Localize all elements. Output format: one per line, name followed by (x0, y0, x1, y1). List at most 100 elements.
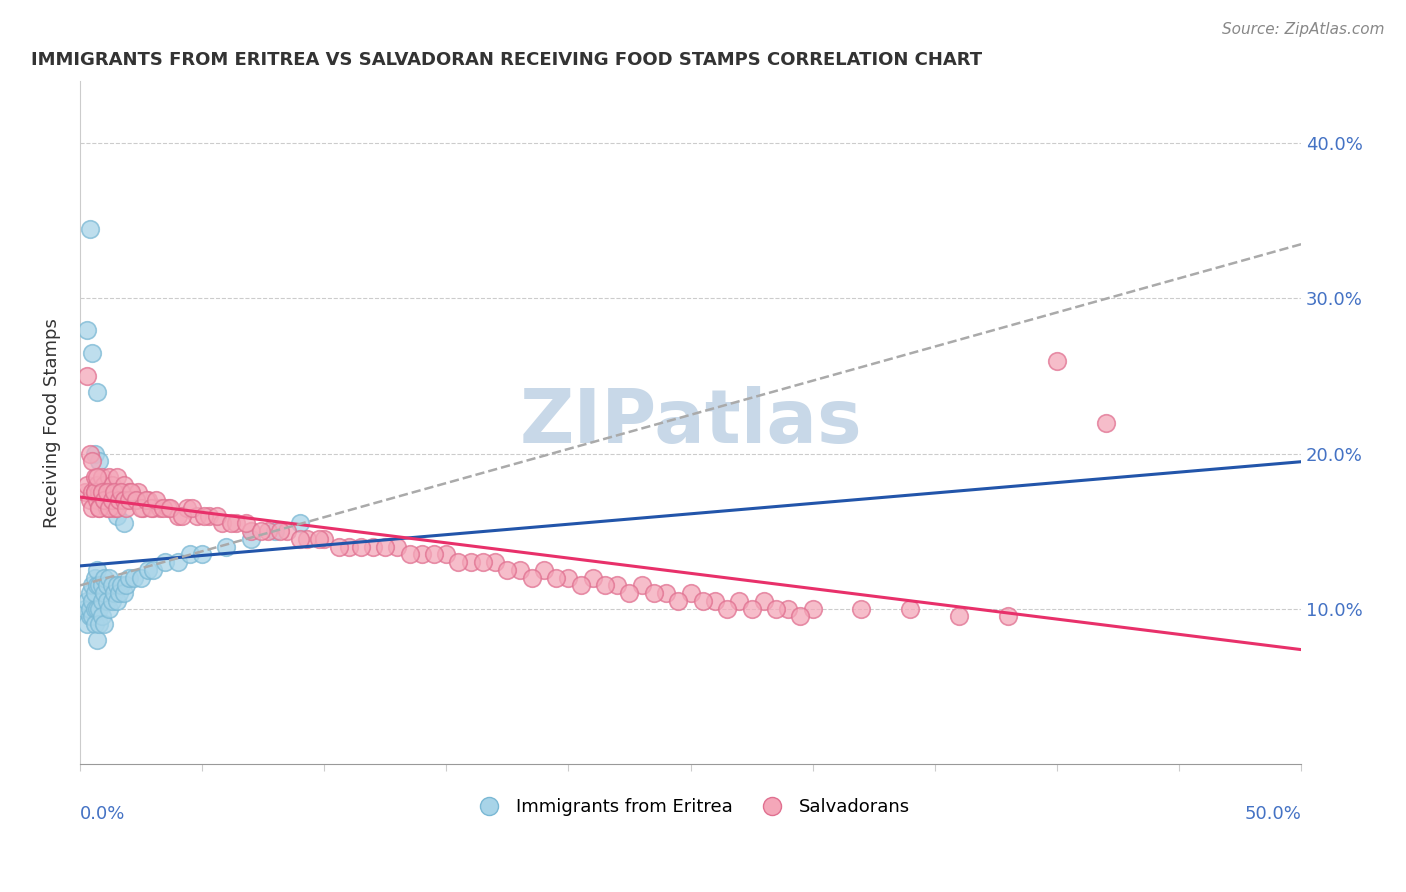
Point (79, 601, 101, 615)
Point (100, 493, 122, 508)
Point (139, 500, 162, 515)
Point (269, 524, 291, 538)
Point (295, 532, 318, 546)
Point (156, 500, 179, 515)
Point (778, 601, 800, 615)
Point (128, 485, 150, 500)
Point (350, 540, 373, 554)
Point (76, 369, 98, 384)
Point (93, 571, 115, 585)
Point (423, 548, 446, 562)
Point (484, 555, 506, 569)
Point (73, 601, 96, 615)
Point (96, 578, 118, 592)
Point (98, 485, 121, 500)
Point (337, 540, 360, 554)
Point (105, 500, 128, 515)
Point (520, 571, 543, 585)
Point (80, 500, 103, 515)
Point (96, 485, 118, 500)
Point (100, 578, 122, 592)
Point (135, 493, 157, 508)
Point (215, 540, 238, 554)
Point (801, 601, 824, 615)
Point (447, 555, 470, 569)
Point (129, 500, 152, 515)
Point (115, 578, 138, 592)
Point (83, 485, 105, 500)
Point (80, 346, 103, 360)
Point (96, 594, 118, 608)
Point (86, 578, 108, 592)
Point (193, 508, 215, 523)
Point (460, 555, 482, 569)
Point (86, 384, 108, 399)
Point (100, 594, 122, 608)
Point (533, 563, 555, 577)
Point (314, 532, 336, 546)
Point (90, 470, 112, 484)
Point (509, 563, 531, 577)
Point (159, 500, 181, 515)
Point (155, 555, 177, 569)
Point (86, 632, 108, 647)
Point (655, 586, 678, 600)
Point (112, 516, 135, 531)
Point (898, 601, 921, 615)
Point (90, 594, 112, 608)
Point (136, 563, 159, 577)
Point (288, 532, 311, 546)
Point (239, 532, 262, 546)
Point (249, 524, 271, 538)
Point (557, 571, 579, 585)
Point (105, 470, 128, 484)
Point (789, 609, 811, 624)
Point (666, 594, 689, 608)
Point (89, 454, 111, 468)
Point (105, 594, 128, 608)
Point (1094, 416, 1116, 430)
Point (83, 617, 105, 632)
Point (328, 540, 350, 554)
Point (80, 485, 103, 500)
Point (122, 571, 145, 585)
Point (83, 586, 105, 600)
Point (166, 555, 188, 569)
Point (103, 485, 125, 500)
Point (211, 516, 233, 531)
Point (105, 578, 128, 592)
Point (93, 477, 115, 491)
Point (90, 609, 112, 624)
Point (434, 548, 457, 562)
Point (80, 454, 103, 468)
Point (96, 500, 118, 515)
Point (496, 563, 519, 577)
Point (93, 617, 115, 632)
Point (546, 571, 568, 585)
Point (79, 221, 101, 235)
Point (257, 524, 280, 538)
Point (136, 493, 159, 508)
Point (83, 470, 105, 484)
Point (110, 485, 132, 500)
Point (80, 578, 103, 592)
Point (118, 493, 141, 508)
Point (80, 609, 103, 624)
Point (765, 601, 787, 615)
Point (112, 493, 135, 508)
Point (703, 594, 725, 608)
Point (619, 586, 641, 600)
Point (105, 485, 128, 500)
Point (112, 477, 135, 491)
Point (198, 508, 221, 523)
Point (100, 493, 122, 508)
Point (90, 485, 112, 500)
Point (83, 485, 105, 500)
Point (89, 617, 111, 632)
Point (90, 485, 112, 500)
Point (361, 540, 384, 554)
Point (93, 485, 115, 500)
Point (149, 500, 172, 515)
Point (374, 540, 396, 554)
Text: IMMIGRANTS FROM ERITREA VS SALVADORAN RECEIVING FOOD STAMPS CORRELATION CHART: IMMIGRANTS FROM ERITREA VS SALVADORAN RE… (31, 51, 983, 69)
